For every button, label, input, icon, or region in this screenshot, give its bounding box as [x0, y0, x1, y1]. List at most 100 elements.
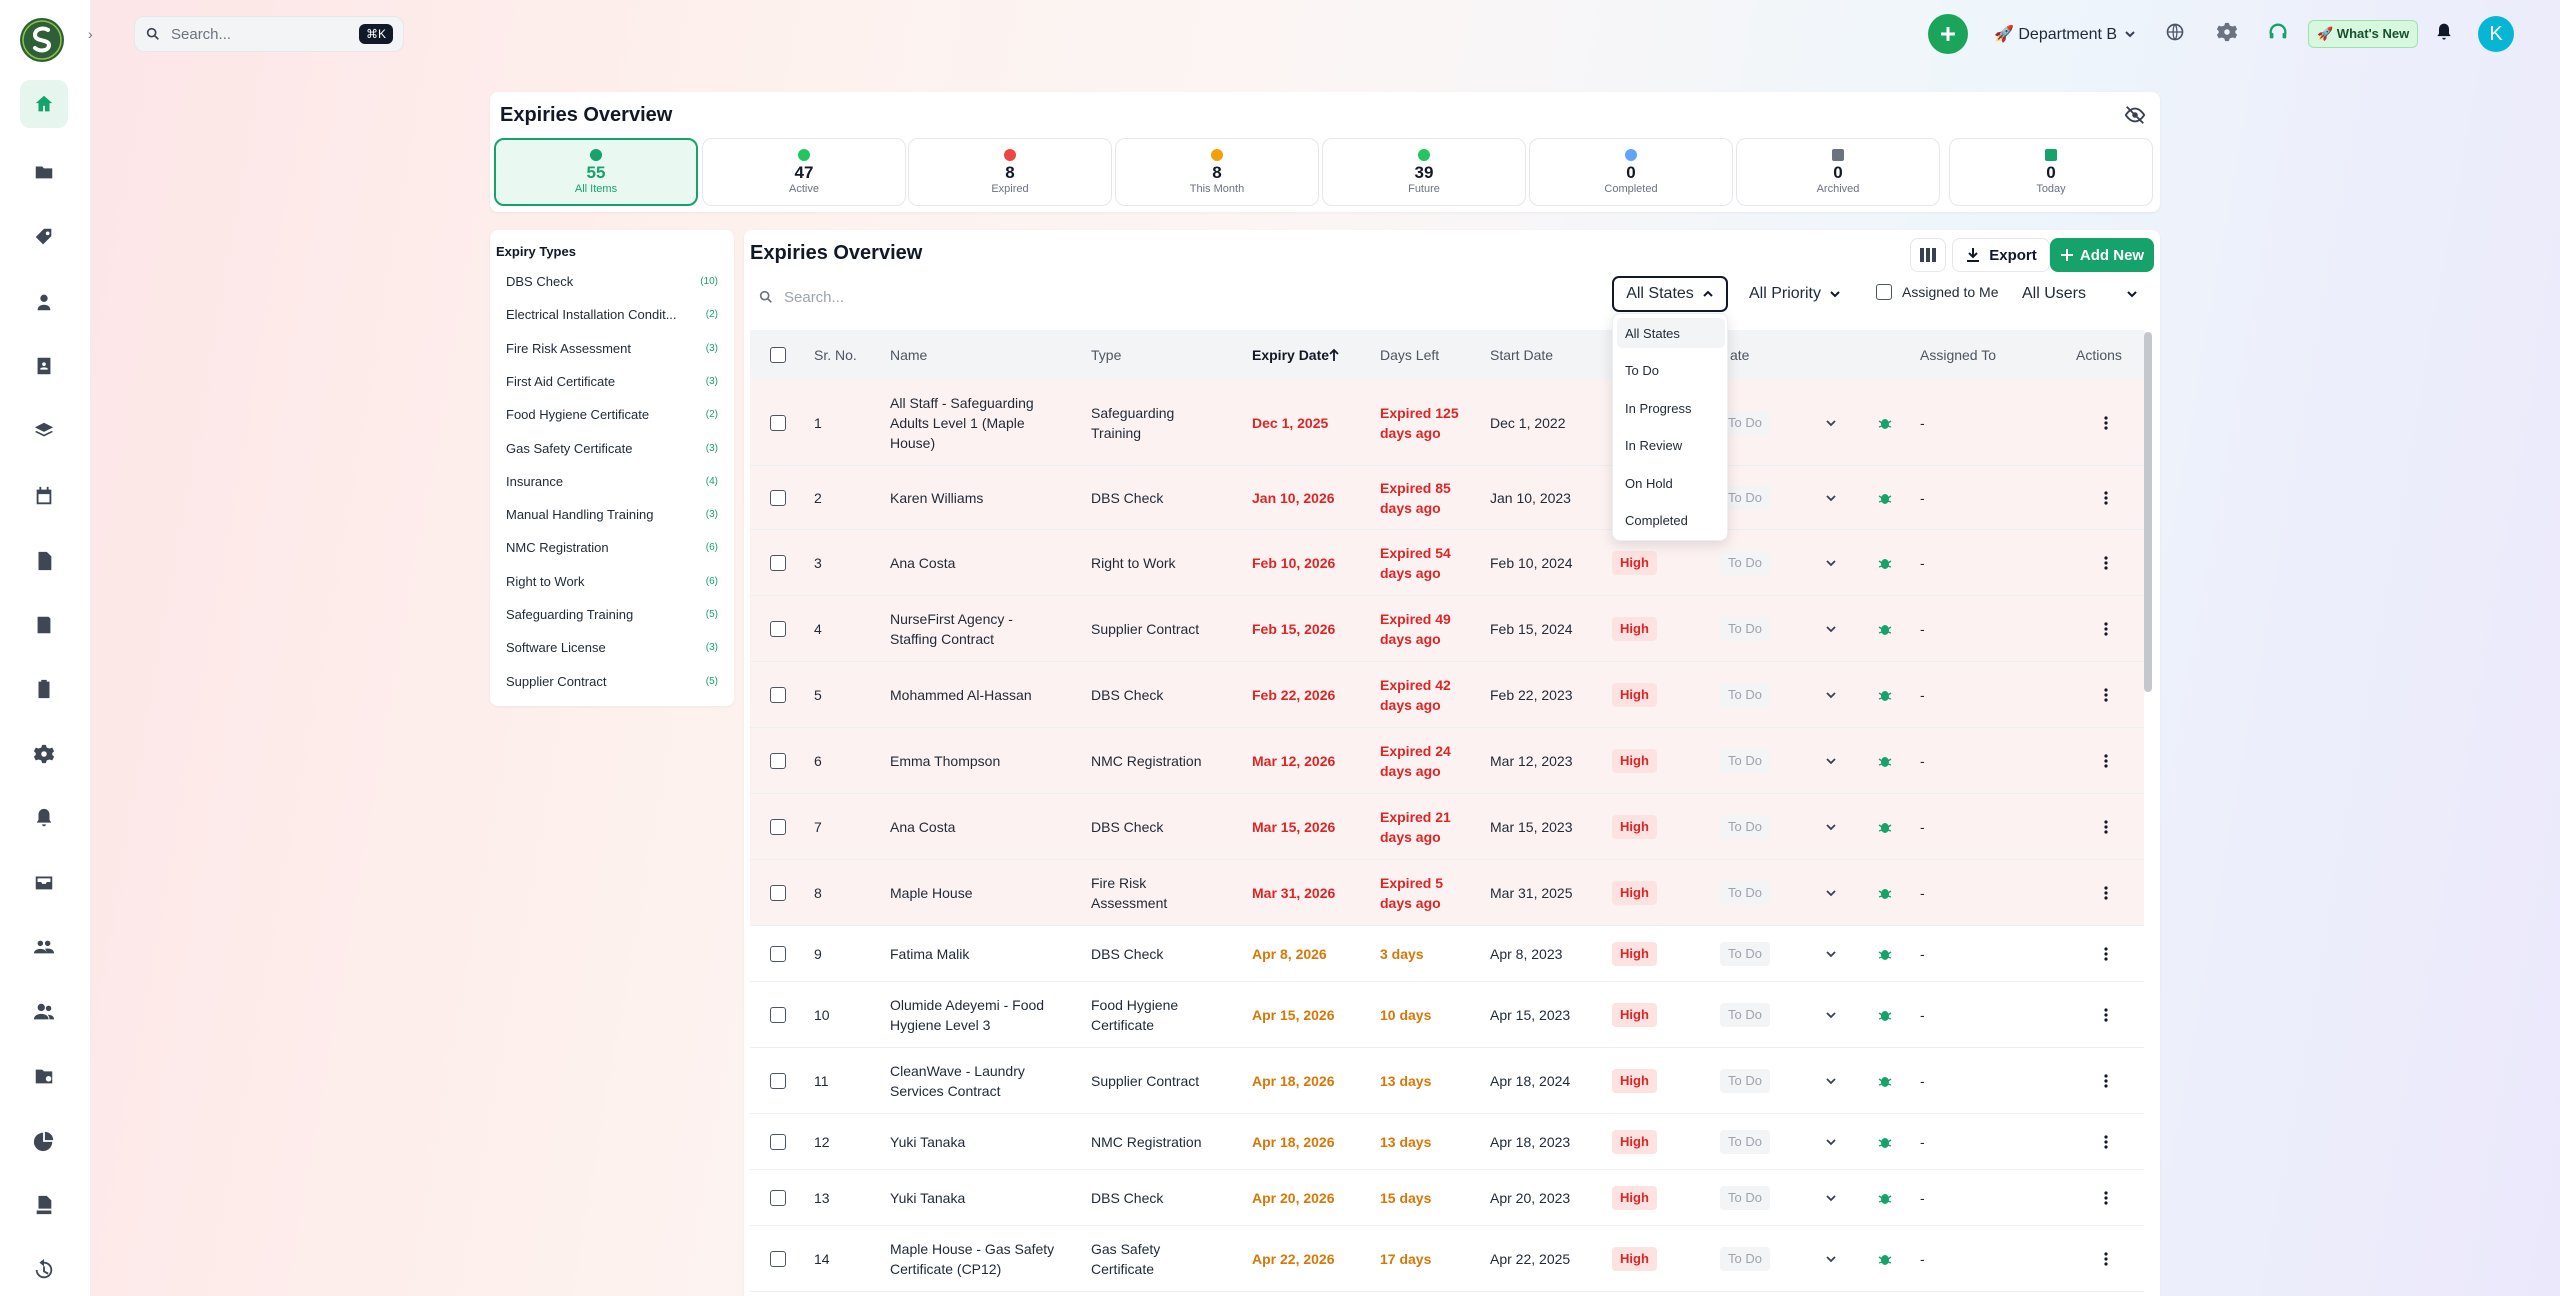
- nav-inbox-icon[interactable]: [20, 858, 68, 906]
- bug-icon[interactable]: [1878, 491, 1892, 505]
- row-priority-badge[interactable]: High: [1612, 616, 1657, 641]
- header-type[interactable]: Type: [1091, 347, 1122, 363]
- nav-report-icon[interactable]: [20, 601, 68, 649]
- table-row[interactable]: 3 Ana Costa Right to Work Feb 10, 2026 Expir…: [750, 530, 2144, 596]
- states-option[interactable]: Completed: [1625, 512, 1688, 528]
- row-name[interactable]: CleanWave - Laundry Services Contract: [890, 1062, 1025, 1099]
- stat-today[interactable]: 0 Today: [1949, 138, 2153, 206]
- more-vertical-icon[interactable]: [2104, 1190, 2108, 1205]
- row-name[interactable]: Karen Williams: [890, 489, 984, 506]
- stat-all-items[interactable]: 55 All Items: [494, 138, 698, 206]
- more-vertical-icon[interactable]: [2104, 1007, 2108, 1022]
- more-vertical-icon[interactable]: [2104, 490, 2108, 505]
- bug-icon[interactable]: [1878, 556, 1892, 570]
- nav-layers-icon[interactable]: [20, 407, 68, 455]
- row-name[interactable]: Yuki Tanaka: [890, 1189, 966, 1206]
- chevron-down-icon[interactable]: [1824, 491, 1838, 505]
- stat-archived[interactable]: 0 Archived: [1736, 138, 1940, 206]
- nav-settings-icon[interactable]: [20, 730, 68, 778]
- users-filter-select[interactable]: All Users: [2014, 276, 2146, 312]
- bug-icon[interactable]: [1878, 416, 1892, 430]
- expiry-type-item[interactable]: Food Hygiene Certificate (2): [496, 399, 728, 429]
- expiry-type-item[interactable]: Gas Safety Certificate (3): [496, 433, 728, 463]
- row-state-badge[interactable]: To Do: [1720, 748, 1770, 773]
- expiry-type-item[interactable]: Right to Work (6): [496, 566, 728, 596]
- row-state-badge[interactable]: To Do: [1720, 941, 1770, 966]
- chevron-down-icon[interactable]: [1824, 622, 1838, 636]
- export-button[interactable]: Export: [1952, 238, 2050, 272]
- nav-clipboard-check-icon[interactable]: [20, 665, 68, 713]
- stat-active[interactable]: 47 Active: [702, 138, 906, 206]
- chevron-down-icon[interactable]: [1824, 820, 1838, 834]
- row-state-badge[interactable]: To Do: [1720, 1246, 1770, 1271]
- expiry-type-item[interactable]: Insurance (4): [496, 466, 728, 496]
- table-row[interactable]: 12 Yuki Tanaka NMC Registration Apr 18, 202…: [750, 1114, 2144, 1170]
- bug-icon[interactable]: [1878, 1252, 1892, 1266]
- table-row[interactable]: 2 Karen Williams DBS Check Jan 10, 2026 Expi…: [750, 466, 2144, 530]
- table-row[interactable]: 13 Yuki Tanaka DBS Check Apr 20, 2026 15 day…: [750, 1170, 2144, 1226]
- row-state-badge[interactable]: To Do: [1720, 1129, 1770, 1154]
- states-option[interactable]: To Do: [1625, 362, 1659, 378]
- row-priority-badge[interactable]: High: [1612, 748, 1657, 773]
- nav-home-icon[interactable]: [20, 80, 68, 128]
- row-state-badge[interactable]: To Do: [1720, 682, 1770, 707]
- app-logo[interactable]: [20, 18, 64, 62]
- row-name[interactable]: All Staff - Safeguarding Adults Level 1 …: [890, 394, 1034, 451]
- row-priority-badge[interactable]: High: [1612, 682, 1657, 707]
- chevron-down-icon[interactable]: [1824, 1252, 1838, 1266]
- chevron-down-icon[interactable]: [1824, 886, 1838, 900]
- more-vertical-icon[interactable]: [2104, 1134, 2108, 1149]
- row-priority-badge[interactable]: High: [1612, 941, 1657, 966]
- select-all-checkbox[interactable]: [770, 347, 786, 363]
- row-state-badge[interactable]: To Do: [1720, 880, 1770, 905]
- nav-bell-icon[interactable]: [20, 794, 68, 842]
- expiry-type-item[interactable]: First Aid Certificate (3): [496, 366, 728, 396]
- stat-this-month[interactable]: 8 This Month: [1115, 138, 1319, 206]
- table-row[interactable]: 14 Maple House - Gas Safety Certificate (…: [750, 1226, 2144, 1292]
- table-row[interactable]: 10 Olumide Adeyemi - Food Hygiene Level 3…: [750, 982, 2144, 1048]
- bug-icon[interactable]: [1878, 688, 1892, 702]
- more-vertical-icon[interactable]: [2104, 415, 2108, 430]
- row-checkbox[interactable]: [770, 686, 786, 703]
- row-name[interactable]: Yuki Tanaka: [890, 1133, 966, 1150]
- more-vertical-icon[interactable]: [2104, 1251, 2108, 1266]
- notifications-bell-icon[interactable]: [2432, 20, 2456, 44]
- bug-icon[interactable]: [1878, 820, 1892, 834]
- support-headset-icon[interactable]: [2266, 20, 2290, 44]
- chevron-down-icon[interactable]: [1824, 947, 1838, 961]
- chevron-down-icon[interactable]: [1824, 1074, 1838, 1088]
- table-row[interactable]: 5 Mohammed Al-Hassan DBS Check Feb 22, 2026…: [750, 662, 2144, 728]
- row-state-badge[interactable]: To Do: [1720, 485, 1770, 510]
- row-checkbox[interactable]: [770, 1006, 786, 1023]
- assigned-to-me-toggle[interactable]: Assigned to Me: [1876, 284, 1999, 300]
- chevron-down-icon[interactable]: [1824, 556, 1838, 570]
- assigned-to-me-checkbox[interactable]: [1876, 284, 1892, 300]
- header-name[interactable]: Name: [890, 347, 928, 363]
- settings-gear-icon[interactable]: [2215, 20, 2239, 44]
- chevron-down-icon[interactable]: [1824, 416, 1838, 430]
- bug-icon[interactable]: [1878, 947, 1892, 961]
- bug-icon[interactable]: [1878, 1135, 1892, 1149]
- header-start-date[interactable]: Start Date: [1490, 347, 1554, 363]
- row-checkbox[interactable]: [770, 818, 786, 835]
- row-priority-badge[interactable]: High: [1612, 550, 1657, 575]
- row-priority-badge[interactable]: High: [1612, 1002, 1657, 1027]
- nav-document-icon[interactable]: [20, 537, 68, 585]
- columns-toggle-button[interactable]: [1910, 238, 1946, 272]
- nav-team-icon[interactable]: [20, 923, 68, 971]
- whats-new-button[interactable]: 🚀 What's New: [2308, 20, 2419, 48]
- row-checkbox[interactable]: [770, 1250, 786, 1267]
- row-name[interactable]: Ana Costa: [890, 554, 956, 571]
- states-option[interactable]: On Hold: [1625, 475, 1673, 491]
- more-vertical-icon[interactable]: [2104, 555, 2108, 570]
- chevron-down-icon[interactable]: [1824, 1135, 1838, 1149]
- user-avatar[interactable]: K: [2478, 16, 2514, 52]
- states-filter-select[interactable]: All States: [1612, 276, 1728, 312]
- row-priority-badge[interactable]: High: [1612, 1185, 1657, 1210]
- nav-analytics-icon[interactable]: [20, 1117, 68, 1165]
- expiry-type-item[interactable]: Software License (3): [496, 632, 728, 662]
- bug-icon[interactable]: [1878, 622, 1892, 636]
- header-state[interactable]: ate: [1730, 347, 1750, 363]
- header-days-left[interactable]: Days Left: [1380, 347, 1440, 363]
- nav-users-icon[interactable]: [20, 988, 68, 1036]
